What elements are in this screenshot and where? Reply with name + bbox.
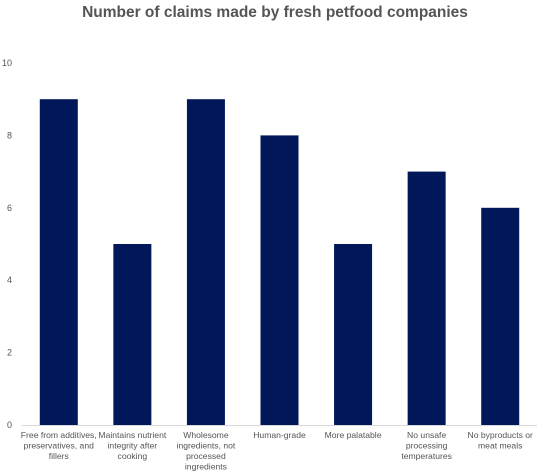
y-tick-label: 4 (7, 275, 12, 285)
bar (113, 244, 152, 425)
chart-title: Number of claims made by fresh petfood c… (82, 4, 468, 21)
y-tick-label: 0 (7, 420, 12, 430)
x-tick-label: Maintains nutrient integrity after cooking (98, 430, 166, 461)
bar (481, 207, 520, 425)
bars-group (39, 99, 520, 425)
x-tick-label: No unsafe processing temperatures (401, 430, 452, 461)
y-tick-label: 6 (7, 203, 12, 213)
bar (334, 244, 373, 425)
y-tick-label: 2 (7, 348, 12, 358)
y-tick-label: 10 (2, 58, 12, 68)
x-tick-label: No byproducts or meat meals (467, 430, 533, 451)
x-axis-labels: Free from additives, preservatives, and fi… (21, 430, 533, 472)
bar (186, 99, 225, 425)
x-tick-label: Human-grade (253, 430, 306, 440)
y-axis-ticks: 0 2 4 6 8 10 (2, 58, 12, 430)
bar (260, 135, 299, 425)
x-tick-label: More palatable (325, 430, 382, 440)
y-tick-label: 8 (7, 130, 12, 140)
bar (39, 99, 78, 425)
bar (407, 171, 446, 425)
x-tick-label: Free from additives, preservatives, and fi… (21, 430, 97, 461)
x-tick-label: Wholesome ingredients, not processed ingred… (177, 430, 236, 472)
